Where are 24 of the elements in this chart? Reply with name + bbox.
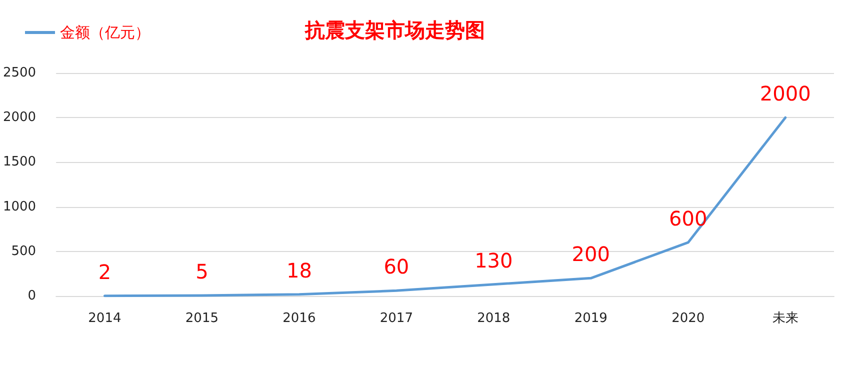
- x-tick-label: 2015: [185, 311, 218, 326]
- data-label: 200: [572, 242, 610, 266]
- data-label: 18: [286, 258, 312, 282]
- data-label: 600: [669, 206, 708, 230]
- x-tick-label: 2016: [282, 311, 316, 326]
- y-tick-label: 2000: [2, 110, 36, 126]
- data-label: 5: [196, 260, 208, 284]
- x-tick-label: 2018: [477, 311, 510, 326]
- data-label: 2000: [760, 82, 811, 106]
- data-label: 130: [474, 248, 513, 272]
- x-tick-label: 2019: [574, 311, 608, 326]
- x-tick-label: 2014: [88, 311, 122, 326]
- x-tick-label: 2017: [380, 311, 413, 326]
- chart-title: 抗震支架市场走势图: [304, 19, 485, 42]
- legend-label: 金额（亿元）: [60, 24, 150, 42]
- y-tick-label: 500: [11, 244, 36, 259]
- y-tick-label: 1000: [2, 199, 36, 214]
- x-tick-label: 未来: [772, 311, 798, 326]
- y-tick-label: 1500: [2, 154, 36, 170]
- x-tick-label: 2020: [672, 311, 705, 326]
- data-label: 2: [98, 260, 112, 284]
- y-tick-label: 0: [28, 288, 36, 304]
- data-label: 60: [384, 254, 410, 279]
- y-tick-label: 2500: [2, 66, 36, 80]
